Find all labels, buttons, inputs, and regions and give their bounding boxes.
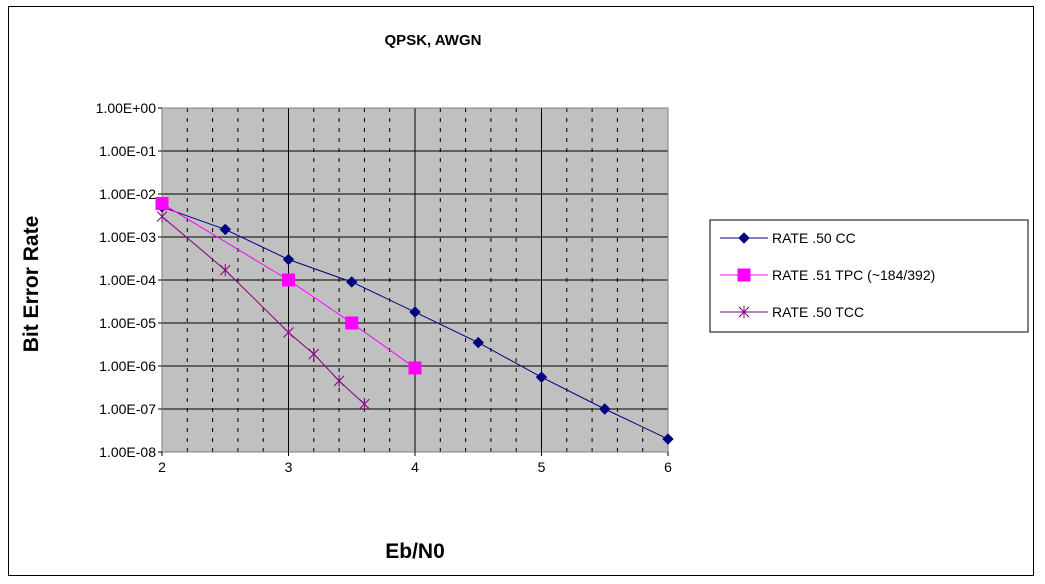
- y-tick-label: 1.00E+00: [96, 100, 157, 116]
- series-1-point: [535, 371, 548, 383]
- legend-marker-1: [738, 232, 750, 244]
- x-tick-label: 5: [538, 459, 546, 475]
- legend-marker-3: [738, 306, 750, 318]
- x-tick-label: 3: [285, 459, 293, 475]
- series-2-point: [155, 197, 169, 211]
- x-axis-title: Eb/N0: [385, 540, 445, 563]
- y-tick-label: 1.00E-04: [99, 272, 156, 288]
- y-tick-label: 1.00E-02: [99, 186, 156, 202]
- series-2-point: [345, 316, 359, 330]
- legend-marker-2: [737, 268, 751, 282]
- y-tick-label: 1.00E-07: [99, 401, 156, 417]
- chart-title: QPSK, AWGN: [385, 32, 482, 49]
- series-3-point: [333, 374, 345, 387]
- y-tick-label: 1.00E-08: [99, 444, 156, 460]
- x-tick-label: 4: [411, 459, 419, 475]
- series-2-point: [408, 361, 422, 375]
- legend-box: [709, 219, 1029, 333]
- series-1-point: [472, 336, 484, 349]
- series-1-point: [409, 306, 421, 318]
- series-3-point: [156, 210, 168, 223]
- series-3-point: [219, 264, 231, 277]
- series-line-2: [161, 203, 416, 369]
- legend-label-1: RATE .50 CC: [772, 230, 856, 246]
- y-tick-label: 1.00E-05: [99, 315, 156, 331]
- series-3-point: [359, 398, 370, 411]
- legend-label-2: RATE .51 TPC (~184/392): [772, 267, 935, 283]
- y-tick-label: 1.00E-01: [99, 143, 156, 159]
- series-3-point: [283, 326, 294, 339]
- y-tick-label: 1.00E-03: [99, 229, 156, 245]
- legend: RATE .50 CC RATE .51 TPC (~184/392) RATE .…: [709, 219, 1029, 333]
- series-1-point: [599, 403, 611, 415]
- series-1-point: [219, 223, 231, 236]
- series-3-point: [308, 348, 320, 361]
- series-1-point: [662, 433, 674, 445]
- series-1-point: [346, 276, 358, 288]
- plot-area: 1.00E+00 1.00E-01 1.00E-02 1.00E-03 1.00E-04…: [96, 100, 674, 475]
- y-tick-label: 1.00E-06: [99, 358, 156, 374]
- series-2-point: [282, 273, 295, 287]
- y-axis-title: Bit Error Rate: [20, 216, 43, 353]
- series-1-point: [282, 253, 295, 266]
- legend-label-3: RATE .50 TCC: [772, 304, 864, 320]
- x-tick-label: 6: [664, 459, 672, 475]
- x-tick-label: 2: [158, 459, 166, 475]
